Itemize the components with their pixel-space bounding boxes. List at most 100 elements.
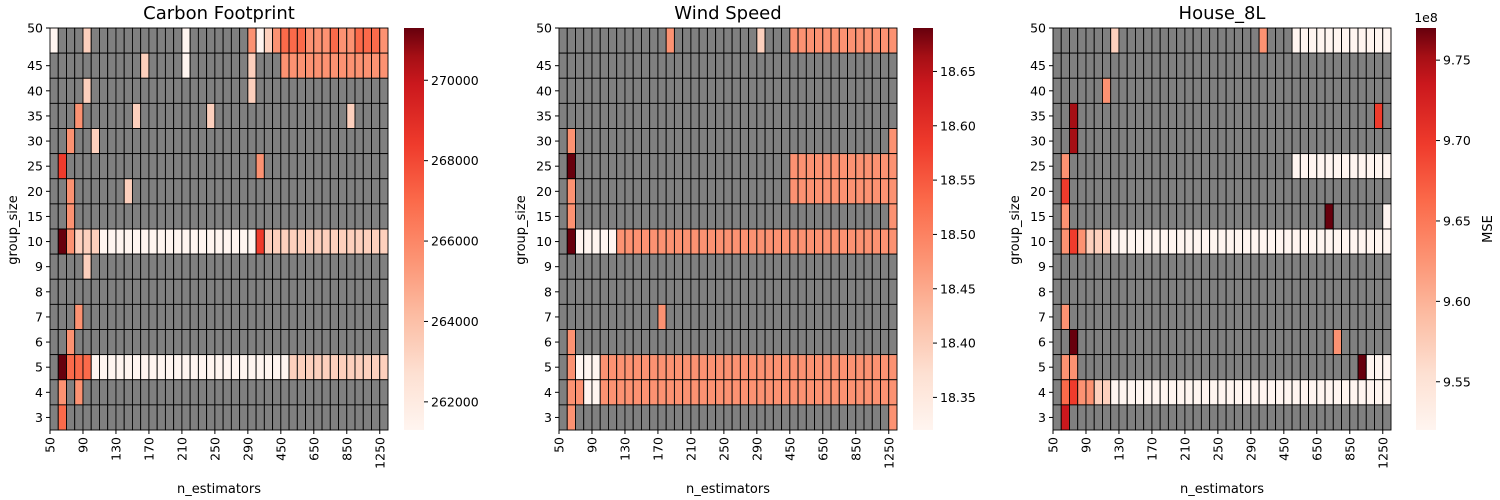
- heatmap-cell: [263, 27, 274, 54]
- heatmap-cell: [371, 404, 381, 431]
- heatmap-cell: [230, 228, 241, 255]
- heatmap-cell: [591, 102, 601, 129]
- heatmap-cell: [1143, 404, 1153, 431]
- x-tick-label: 250: [1210, 437, 1225, 461]
- heatmap-cell: [1382, 354, 1392, 381]
- heatmap-cell: [1374, 303, 1384, 330]
- heatmap-cell: [123, 379, 133, 406]
- heatmap-cell: [354, 52, 364, 79]
- heatmap-cell: [263, 404, 274, 431]
- heatmap-cell: [682, 303, 692, 330]
- heatmap-cell: [66, 153, 76, 180]
- heatmap-cell: [1126, 379, 1136, 406]
- heatmap-cell: [1159, 102, 1169, 129]
- heatmap-cell: [1374, 27, 1384, 54]
- heatmap-cell: [354, 102, 364, 129]
- heatmap-cell: [107, 203, 117, 230]
- heatmap-cell: [715, 303, 725, 330]
- heatmap-cell: [1134, 329, 1145, 356]
- heatmap-cell: [255, 153, 265, 180]
- heatmap-cell: [1225, 379, 1235, 406]
- heatmap-cell: [805, 52, 816, 79]
- heatmap-cell: [255, 203, 265, 230]
- heatmap-cell: [346, 379, 356, 406]
- heatmap-cell: [739, 203, 750, 230]
- heatmap-cell: [1167, 153, 1178, 180]
- colorbar-tick-label: 9.65: [1443, 213, 1471, 228]
- heatmap-cell: [682, 253, 692, 280]
- heatmap-cell: [131, 404, 142, 431]
- heatmap-cell: [1052, 303, 1062, 330]
- heatmap-cell: [632, 379, 642, 406]
- heatmap-cell: [1233, 404, 1244, 431]
- heatmap-cell: [1077, 102, 1087, 129]
- heatmap-cell: [1069, 329, 1079, 356]
- heatmap-cell: [296, 52, 307, 79]
- heatmap-cell: [1225, 77, 1235, 104]
- heatmap-cell: [1365, 52, 1375, 79]
- heatmap-cell: [789, 52, 799, 79]
- heatmap-cell: [1069, 102, 1079, 129]
- heatmap-cell: [682, 329, 692, 356]
- heatmap-cell: [847, 329, 857, 356]
- heatmap-cell: [1134, 278, 1145, 305]
- heatmap-cell: [1258, 178, 1268, 205]
- heatmap-cell: [329, 102, 339, 129]
- heatmap-cell: [280, 404, 290, 431]
- heatmap-cell: [616, 27, 626, 54]
- heatmap-cell: [673, 354, 684, 381]
- heatmap-cell: [566, 203, 576, 230]
- heatmap-cell: [888, 203, 898, 230]
- heatmap-cell: [748, 153, 758, 180]
- heatmap-cell: [764, 52, 774, 79]
- heatmap-cell: [805, 329, 816, 356]
- heatmap-cell: [1176, 354, 1186, 381]
- heatmap-cell: [739, 27, 750, 54]
- heatmap-cell: [214, 303, 224, 330]
- heatmap-cell: [164, 178, 175, 205]
- heatmap-cell: [855, 52, 865, 79]
- heatmap-cell: [66, 203, 76, 230]
- heatmap-cell: [1209, 203, 1219, 230]
- heatmap-cell: [222, 203, 232, 230]
- heatmap-cell: [379, 128, 389, 155]
- heatmap-cell: [1052, 153, 1062, 180]
- panel-title: House_8L: [1179, 3, 1266, 24]
- heatmap-cell: [164, 379, 175, 406]
- heatmap-cell: [731, 228, 741, 255]
- heatmap-cell: [173, 303, 183, 330]
- y-tick-label: 35: [536, 108, 552, 123]
- heatmap-cell: [1085, 278, 1095, 305]
- heatmap-cell: [1382, 404, 1392, 431]
- heatmap-cell: [197, 153, 208, 180]
- heatmap-cell: [354, 379, 364, 406]
- heatmap-cell: [1134, 203, 1145, 230]
- heatmap-cell: [1167, 329, 1178, 356]
- heatmap-cell: [66, 379, 76, 406]
- heatmap-cell: [82, 354, 92, 381]
- heatmap-cell: [1192, 52, 1202, 79]
- heatmap-cell: [247, 329, 257, 356]
- heatmap-cell: [1167, 228, 1178, 255]
- heatmap-cell: [1341, 27, 1351, 54]
- heatmap-cell: [296, 77, 307, 104]
- heatmap-cell: [123, 253, 133, 280]
- heatmap-cell: [1299, 77, 1310, 104]
- heatmap-cell: [189, 253, 199, 280]
- y-tick-label: 15: [536, 209, 552, 224]
- heatmap-cell: [82, 77, 92, 104]
- heatmap-cell: [1341, 203, 1351, 230]
- heatmap-cell: [173, 52, 183, 79]
- heatmap-cell: [222, 354, 232, 381]
- heatmap-cell: [1192, 379, 1202, 406]
- heatmap-cell: [797, 27, 807, 54]
- heatmap-cell: [354, 329, 364, 356]
- heatmap-cell: [1316, 203, 1326, 230]
- heatmap-cell: [354, 153, 364, 180]
- heatmap-cell: [698, 203, 708, 230]
- x-axis: 50 90 130 170 210 250 290 450 650 850 1250: [552, 430, 896, 469]
- heatmap-cell: [173, 379, 183, 406]
- heatmap-cell: [764, 27, 774, 54]
- heatmap-cell: [1374, 404, 1384, 431]
- heatmap-cell: [371, 102, 381, 129]
